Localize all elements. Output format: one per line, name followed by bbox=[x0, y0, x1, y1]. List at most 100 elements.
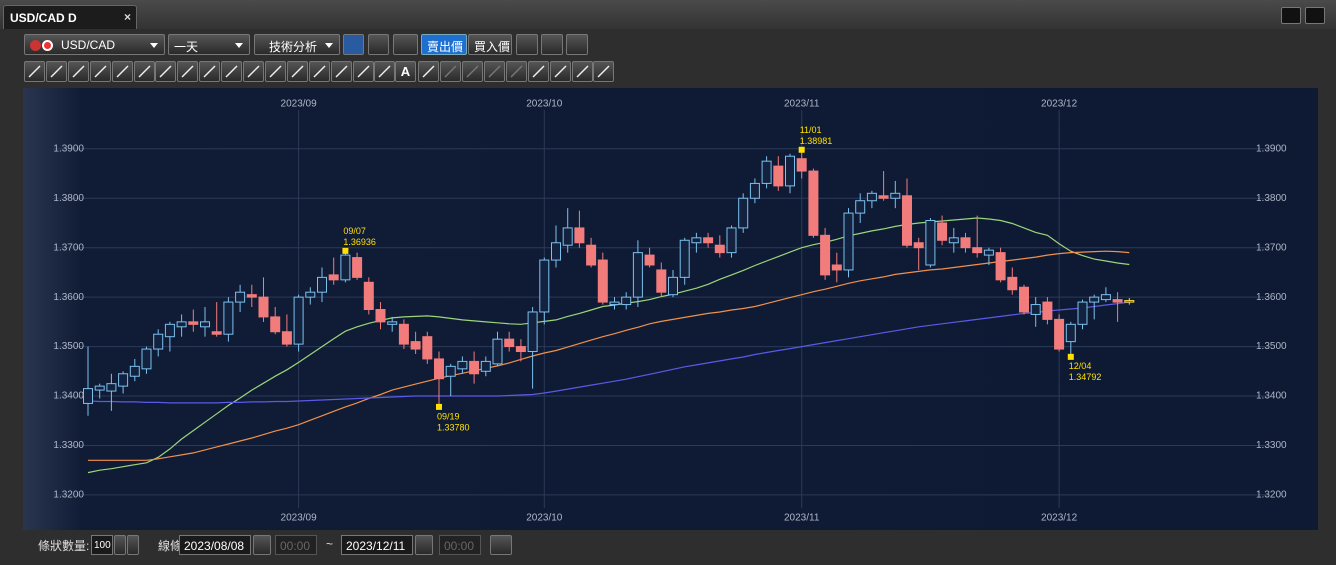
y-tick-label: 1.3700 bbox=[53, 242, 84, 253]
period-select[interactable]: 一天 bbox=[168, 34, 250, 55]
candle-body bbox=[176, 321, 187, 328]
bid-button[interactable]: 賣出價 bbox=[421, 34, 467, 55]
x-tick-label-bottom: 2023/09 bbox=[281, 513, 318, 524]
drawing-tool[interactable] bbox=[177, 61, 199, 82]
text-tool[interactable]: A bbox=[395, 61, 416, 82]
drawing-tool[interactable] bbox=[440, 61, 462, 82]
bars-input[interactable]: 100 bbox=[91, 535, 113, 555]
y-tick-label-right: 1.3200 bbox=[1256, 490, 1287, 501]
tool-icon bbox=[466, 65, 479, 78]
analysis-menu[interactable]: 技術分析 bbox=[254, 34, 340, 55]
apply-button[interactable] bbox=[490, 535, 512, 555]
close-tab[interactable]: × bbox=[124, 10, 132, 24]
y-tick-label: 1.3200 bbox=[53, 490, 84, 501]
bars-up[interactable] bbox=[127, 535, 139, 555]
tool-icon bbox=[422, 65, 435, 78]
area-button[interactable] bbox=[393, 34, 418, 55]
x-tick-label-bottom: 2023/12 bbox=[1041, 513, 1078, 524]
drawing-tool[interactable] bbox=[199, 61, 221, 82]
annotation-date: 11/01 bbox=[800, 125, 822, 135]
drawing-tool[interactable] bbox=[418, 61, 440, 82]
candle-body bbox=[621, 296, 632, 306]
tool-icon bbox=[575, 65, 589, 78]
candle-body bbox=[1124, 300, 1135, 303]
title-bar bbox=[0, 0, 1336, 29]
candle-body bbox=[352, 257, 363, 278]
drawing-tool[interactable] bbox=[483, 61, 505, 82]
drawing-tool[interactable] bbox=[308, 61, 330, 82]
drawing-tool[interactable] bbox=[527, 61, 549, 82]
x-tick-label: 2023/10 bbox=[526, 99, 563, 110]
maximize-button[interactable] bbox=[1281, 7, 1301, 24]
candle-body bbox=[937, 222, 948, 241]
tool-icon bbox=[313, 65, 326, 78]
candle-body bbox=[293, 296, 304, 345]
drawing-tool[interactable] bbox=[243, 61, 264, 82]
from-calendar[interactable] bbox=[253, 535, 271, 555]
zoom-in[interactable] bbox=[566, 34, 588, 55]
to-date[interactable]: 2023/12/11 bbox=[341, 535, 413, 555]
drawing-tool[interactable] bbox=[89, 61, 111, 82]
candle-body bbox=[457, 360, 468, 370]
symbol-select[interactable]: USD/CAD bbox=[24, 34, 165, 55]
drawing-tool[interactable] bbox=[24, 61, 45, 82]
candle-body bbox=[1007, 276, 1018, 291]
drawing-tool[interactable] bbox=[221, 61, 243, 82]
tool-icon bbox=[444, 65, 457, 78]
to-time[interactable]: 00:00 bbox=[439, 535, 481, 555]
candle-body bbox=[246, 294, 257, 298]
candle-body bbox=[551, 242, 561, 261]
moving-average bbox=[87, 301, 1130, 404]
y-tick-label: 1.3500 bbox=[53, 341, 84, 352]
drawing-tool[interactable] bbox=[286, 61, 308, 82]
candle-body bbox=[960, 237, 971, 249]
drawing-tool[interactable] bbox=[155, 61, 177, 82]
close-button[interactable] bbox=[1305, 7, 1325, 24]
drawing-tool[interactable] bbox=[67, 61, 89, 82]
drawing-tool[interactable] bbox=[264, 61, 286, 82]
candle-body bbox=[398, 323, 409, 345]
drawing-tool[interactable] bbox=[505, 61, 527, 82]
candle-body bbox=[1065, 323, 1076, 343]
from-time[interactable]: 00:00 bbox=[275, 535, 317, 555]
from-date[interactable]: 2023/08/08 bbox=[179, 535, 251, 555]
chart-tab[interactable]: USD/CAD D × bbox=[3, 5, 137, 29]
drawing-tool[interactable] bbox=[374, 61, 396, 82]
candle-body bbox=[1089, 296, 1100, 303]
candle-body bbox=[375, 308, 386, 323]
drawing-tool[interactable] bbox=[549, 61, 571, 82]
annotation-date: 12/04 bbox=[1069, 361, 1092, 371]
drawing-tool[interactable] bbox=[593, 61, 615, 82]
to-calendar[interactable] bbox=[415, 535, 433, 555]
candle-body bbox=[855, 200, 866, 214]
candle-body bbox=[925, 220, 936, 266]
drawing-tool[interactable] bbox=[330, 61, 352, 82]
zoom-out[interactable] bbox=[541, 34, 563, 55]
drawing-tool[interactable] bbox=[571, 61, 593, 82]
indicator-button[interactable] bbox=[516, 34, 538, 55]
drawing-tool[interactable] bbox=[352, 61, 374, 82]
candle-body bbox=[1042, 301, 1053, 320]
tool-icon bbox=[50, 65, 63, 78]
annotation-marker bbox=[1067, 353, 1074, 360]
drawing-tool[interactable] bbox=[111, 61, 133, 82]
y-tick-label: 1.3300 bbox=[53, 440, 84, 451]
drawing-tool[interactable] bbox=[133, 61, 155, 82]
pen-tool[interactable] bbox=[343, 34, 364, 55]
candle-body bbox=[164, 323, 175, 338]
info-button[interactable] bbox=[368, 34, 389, 55]
candle-body bbox=[1100, 294, 1111, 301]
y-tick-label-right: 1.3400 bbox=[1256, 391, 1287, 402]
drawing-tool[interactable] bbox=[462, 61, 483, 82]
drawing-tool[interactable] bbox=[45, 61, 67, 82]
ask-button[interactable]: 買入價 bbox=[468, 34, 512, 55]
candle-body bbox=[492, 338, 503, 365]
candle-body bbox=[656, 269, 667, 293]
bars-down[interactable] bbox=[114, 535, 126, 555]
tool-icon bbox=[597, 65, 610, 78]
candle-body bbox=[94, 385, 105, 391]
candle-body bbox=[281, 331, 292, 345]
candle-body bbox=[223, 301, 234, 335]
candle-body bbox=[749, 182, 760, 199]
